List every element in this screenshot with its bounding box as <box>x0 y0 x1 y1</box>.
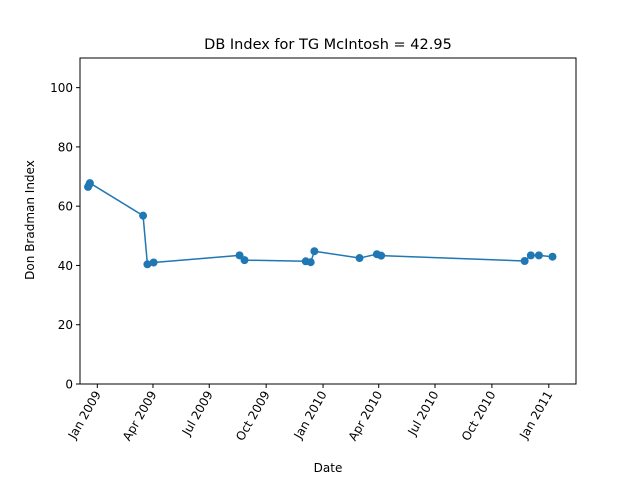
data-point <box>534 251 543 260</box>
series-layer <box>84 179 557 269</box>
data-point <box>526 251 535 260</box>
data-point <box>548 252 557 261</box>
data-point <box>240 256 249 265</box>
y-tick-label: 0 <box>65 378 73 392</box>
y-axis-label: Don Bradman Index <box>23 160 37 280</box>
y-tick-label: 60 <box>58 200 73 214</box>
y-tick-label: 100 <box>50 81 73 95</box>
data-point <box>143 260 152 269</box>
data-point <box>306 258 315 267</box>
y-tick-label: 80 <box>58 140 73 154</box>
data-point <box>520 257 529 266</box>
data-point <box>310 247 319 256</box>
data-point <box>85 179 94 188</box>
data-point <box>149 258 158 267</box>
x-axis-label: Date <box>314 461 343 475</box>
chart-title: DB Index for TG McIntosh = 42.95 <box>204 37 452 53</box>
y-tick-label: 20 <box>58 318 73 332</box>
y-axis-ticks: 0 20 40 60 80 100 <box>50 81 80 392</box>
data-point <box>139 211 148 220</box>
data-point <box>355 254 364 263</box>
y-tick-label: 40 <box>58 259 73 273</box>
plot-frame <box>79 57 577 385</box>
data-point <box>235 251 244 260</box>
data-point <box>377 251 386 260</box>
